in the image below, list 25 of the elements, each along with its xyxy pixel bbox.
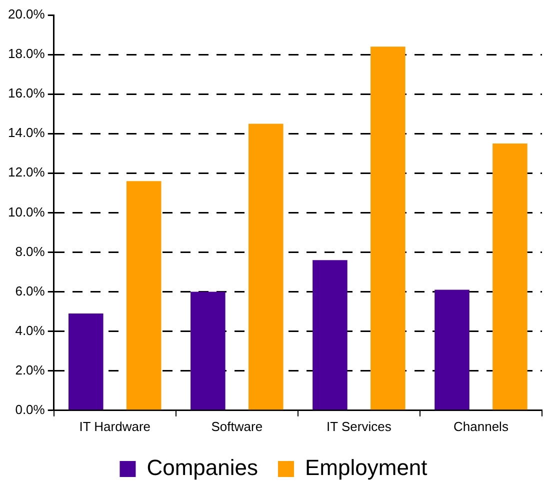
y-tick-label: 12.0% [8, 164, 46, 180]
bar [248, 124, 284, 410]
x-tick-label: Software [211, 418, 263, 434]
y-tick-label: 16.0% [8, 86, 46, 101]
bar [312, 260, 348, 410]
bar [126, 181, 162, 410]
bar [68, 314, 104, 410]
x-tick-label: IT Hardware [79, 418, 151, 434]
y-tick-label: 0.0% [15, 402, 46, 417]
y-tick-label: 6.0% [15, 283, 46, 298]
y-tick-label: 2.0% [15, 362, 46, 378]
bar [370, 46, 406, 410]
bar [190, 292, 226, 410]
y-tick-label: 4.0% [15, 322, 46, 338]
x-tick-label: Channels [454, 418, 509, 434]
y-tick-label: 18.0% [8, 46, 46, 62]
legend-label: Employment [305, 455, 428, 480]
y-tick-label: 10.0% [8, 204, 46, 220]
y-tick-label: 20.0% [8, 6, 46, 22]
bar [434, 290, 470, 410]
x-tick-label: IT Services [326, 418, 392, 434]
legend-label: Companies [146, 455, 258, 480]
y-tick-label: 14.0% [8, 125, 46, 140]
bar [492, 144, 528, 410]
y-tick-label: 8.0% [15, 244, 46, 259]
